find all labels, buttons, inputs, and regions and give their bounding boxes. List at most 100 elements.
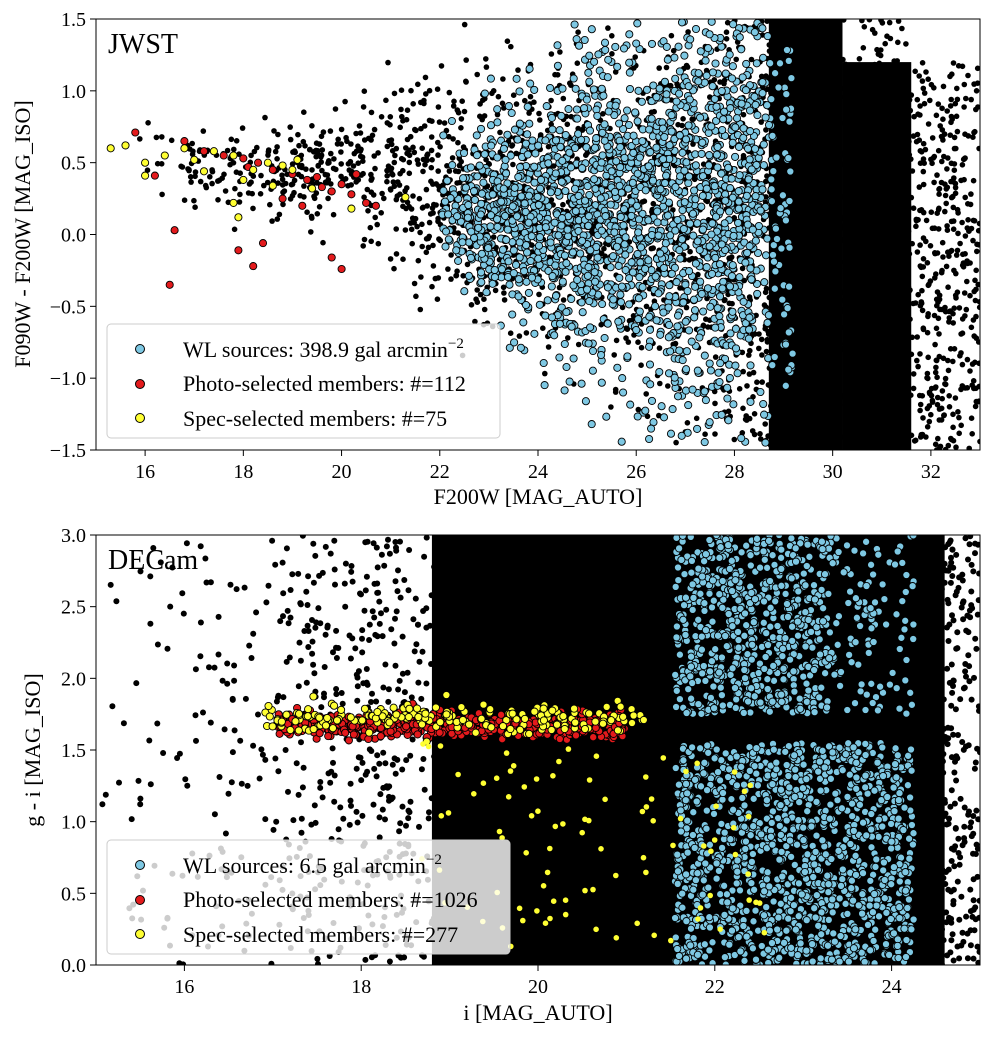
wl-source-point [544, 266, 553, 275]
wl-source-point [562, 259, 571, 268]
wl-source-point [477, 189, 487, 198]
wl-source-point [651, 302, 660, 311]
source-point [804, 158, 811, 165]
source-point [372, 165, 378, 172]
source-point [338, 161, 345, 167]
source-point [850, 175, 857, 182]
source-point [750, 369, 757, 376]
source-point [909, 168, 916, 174]
wl-source-point [708, 68, 717, 77]
wl-source-point [647, 396, 657, 405]
wl-source-point [778, 295, 787, 304]
source-point [291, 148, 298, 154]
wl-source-point [534, 200, 543, 209]
source-point [463, 57, 470, 63]
source-point [946, 253, 952, 259]
wl-source-point [493, 215, 502, 224]
source-point [197, 178, 204, 185]
source-point [913, 223, 919, 230]
source-point [158, 161, 165, 167]
source-point [852, 92, 858, 98]
source-point [368, 109, 375, 116]
source-point [782, 253, 789, 259]
source-point [209, 180, 215, 187]
source-point [933, 296, 940, 303]
wl-source-point [590, 175, 599, 184]
wl-source-point [546, 238, 555, 247]
source-point [581, 553, 587, 560]
wl-source-point [533, 192, 542, 201]
wl-source-point [472, 131, 481, 140]
source-point [820, 391, 827, 398]
photo-member-point [352, 170, 361, 179]
source-point [974, 65, 980, 72]
source-point [839, 85, 846, 92]
wl-source-point [638, 283, 647, 292]
source-point [456, 162, 463, 169]
source-point [324, 172, 331, 178]
source-point [825, 185, 831, 191]
source-point [765, 433, 771, 439]
source-point [937, 123, 943, 129]
source-point [827, 191, 834, 198]
source-point [845, 256, 852, 262]
wl-source-point [628, 178, 637, 187]
wl-source-point [712, 150, 721, 159]
source-point [925, 354, 931, 361]
source-point [885, 388, 892, 395]
source-point [964, 258, 970, 264]
wl-source-point [664, 303, 673, 312]
source-point [583, 825, 590, 831]
source-point [935, 206, 942, 213]
wl-source-point [459, 174, 468, 183]
wl-source-point [753, 111, 762, 120]
source-point [763, 348, 770, 355]
wl-source-point [685, 267, 694, 276]
source-point [834, 427, 841, 433]
source-point [168, 137, 175, 144]
wl-source-point [771, 267, 780, 276]
wl-source-point [558, 84, 567, 93]
wl-source-point [659, 308, 668, 317]
source-point [892, 320, 899, 326]
spec-member-point [160, 151, 169, 160]
wl-source-point [761, 251, 771, 260]
source-point [332, 106, 339, 112]
source-point [414, 223, 420, 230]
source-point [899, 25, 905, 32]
source-point [391, 159, 398, 166]
source-point [228, 136, 235, 143]
wl-source-point [689, 295, 699, 304]
spec-member-point [209, 147, 218, 156]
wl-source-point [583, 182, 592, 191]
source-point [800, 426, 807, 432]
source-point [857, 291, 864, 297]
source-point [868, 65, 875, 72]
source-point [508, 43, 514, 50]
wl-source-point [561, 267, 570, 276]
wl-source-point [705, 359, 714, 368]
wl-source-point [598, 151, 607, 160]
wl-source-point [584, 212, 593, 221]
source-point [971, 288, 977, 295]
source-point [807, 364, 814, 371]
source-point [418, 125, 424, 132]
source-point [463, 78, 469, 85]
source-point [910, 205, 917, 211]
source-point [612, 386, 619, 393]
source-point [775, 126, 781, 132]
source-point [872, 289, 879, 296]
wl-source-point [723, 394, 732, 403]
source-point [941, 412, 947, 419]
source-point [740, 405, 746, 412]
source-point [940, 83, 947, 90]
source-point [675, 121, 681, 128]
source-point [850, 410, 856, 417]
source-point [411, 149, 418, 156]
source-point [842, 409, 849, 416]
source-point [474, 287, 481, 293]
source-point [897, 424, 903, 430]
wl-source-point [673, 215, 682, 225]
source-point [643, 303, 650, 310]
source-point [368, 177, 375, 183]
